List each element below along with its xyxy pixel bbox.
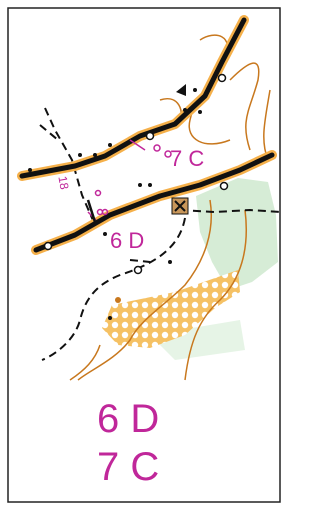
map-card: 7 C 6 D 18 6 D 7 C — [0, 0, 287, 511]
legend-code: 6 D — [97, 397, 159, 441]
legend-code: 7 C — [97, 445, 159, 489]
map-label: 18 — [55, 175, 71, 191]
map-label: 6 D — [110, 228, 144, 253]
map-label: 7 C — [170, 146, 204, 171]
page: {"map": {"labels": ["7 C", "6 D", "18"],… — [0, 0, 287, 511]
knoll — [115, 297, 121, 303]
